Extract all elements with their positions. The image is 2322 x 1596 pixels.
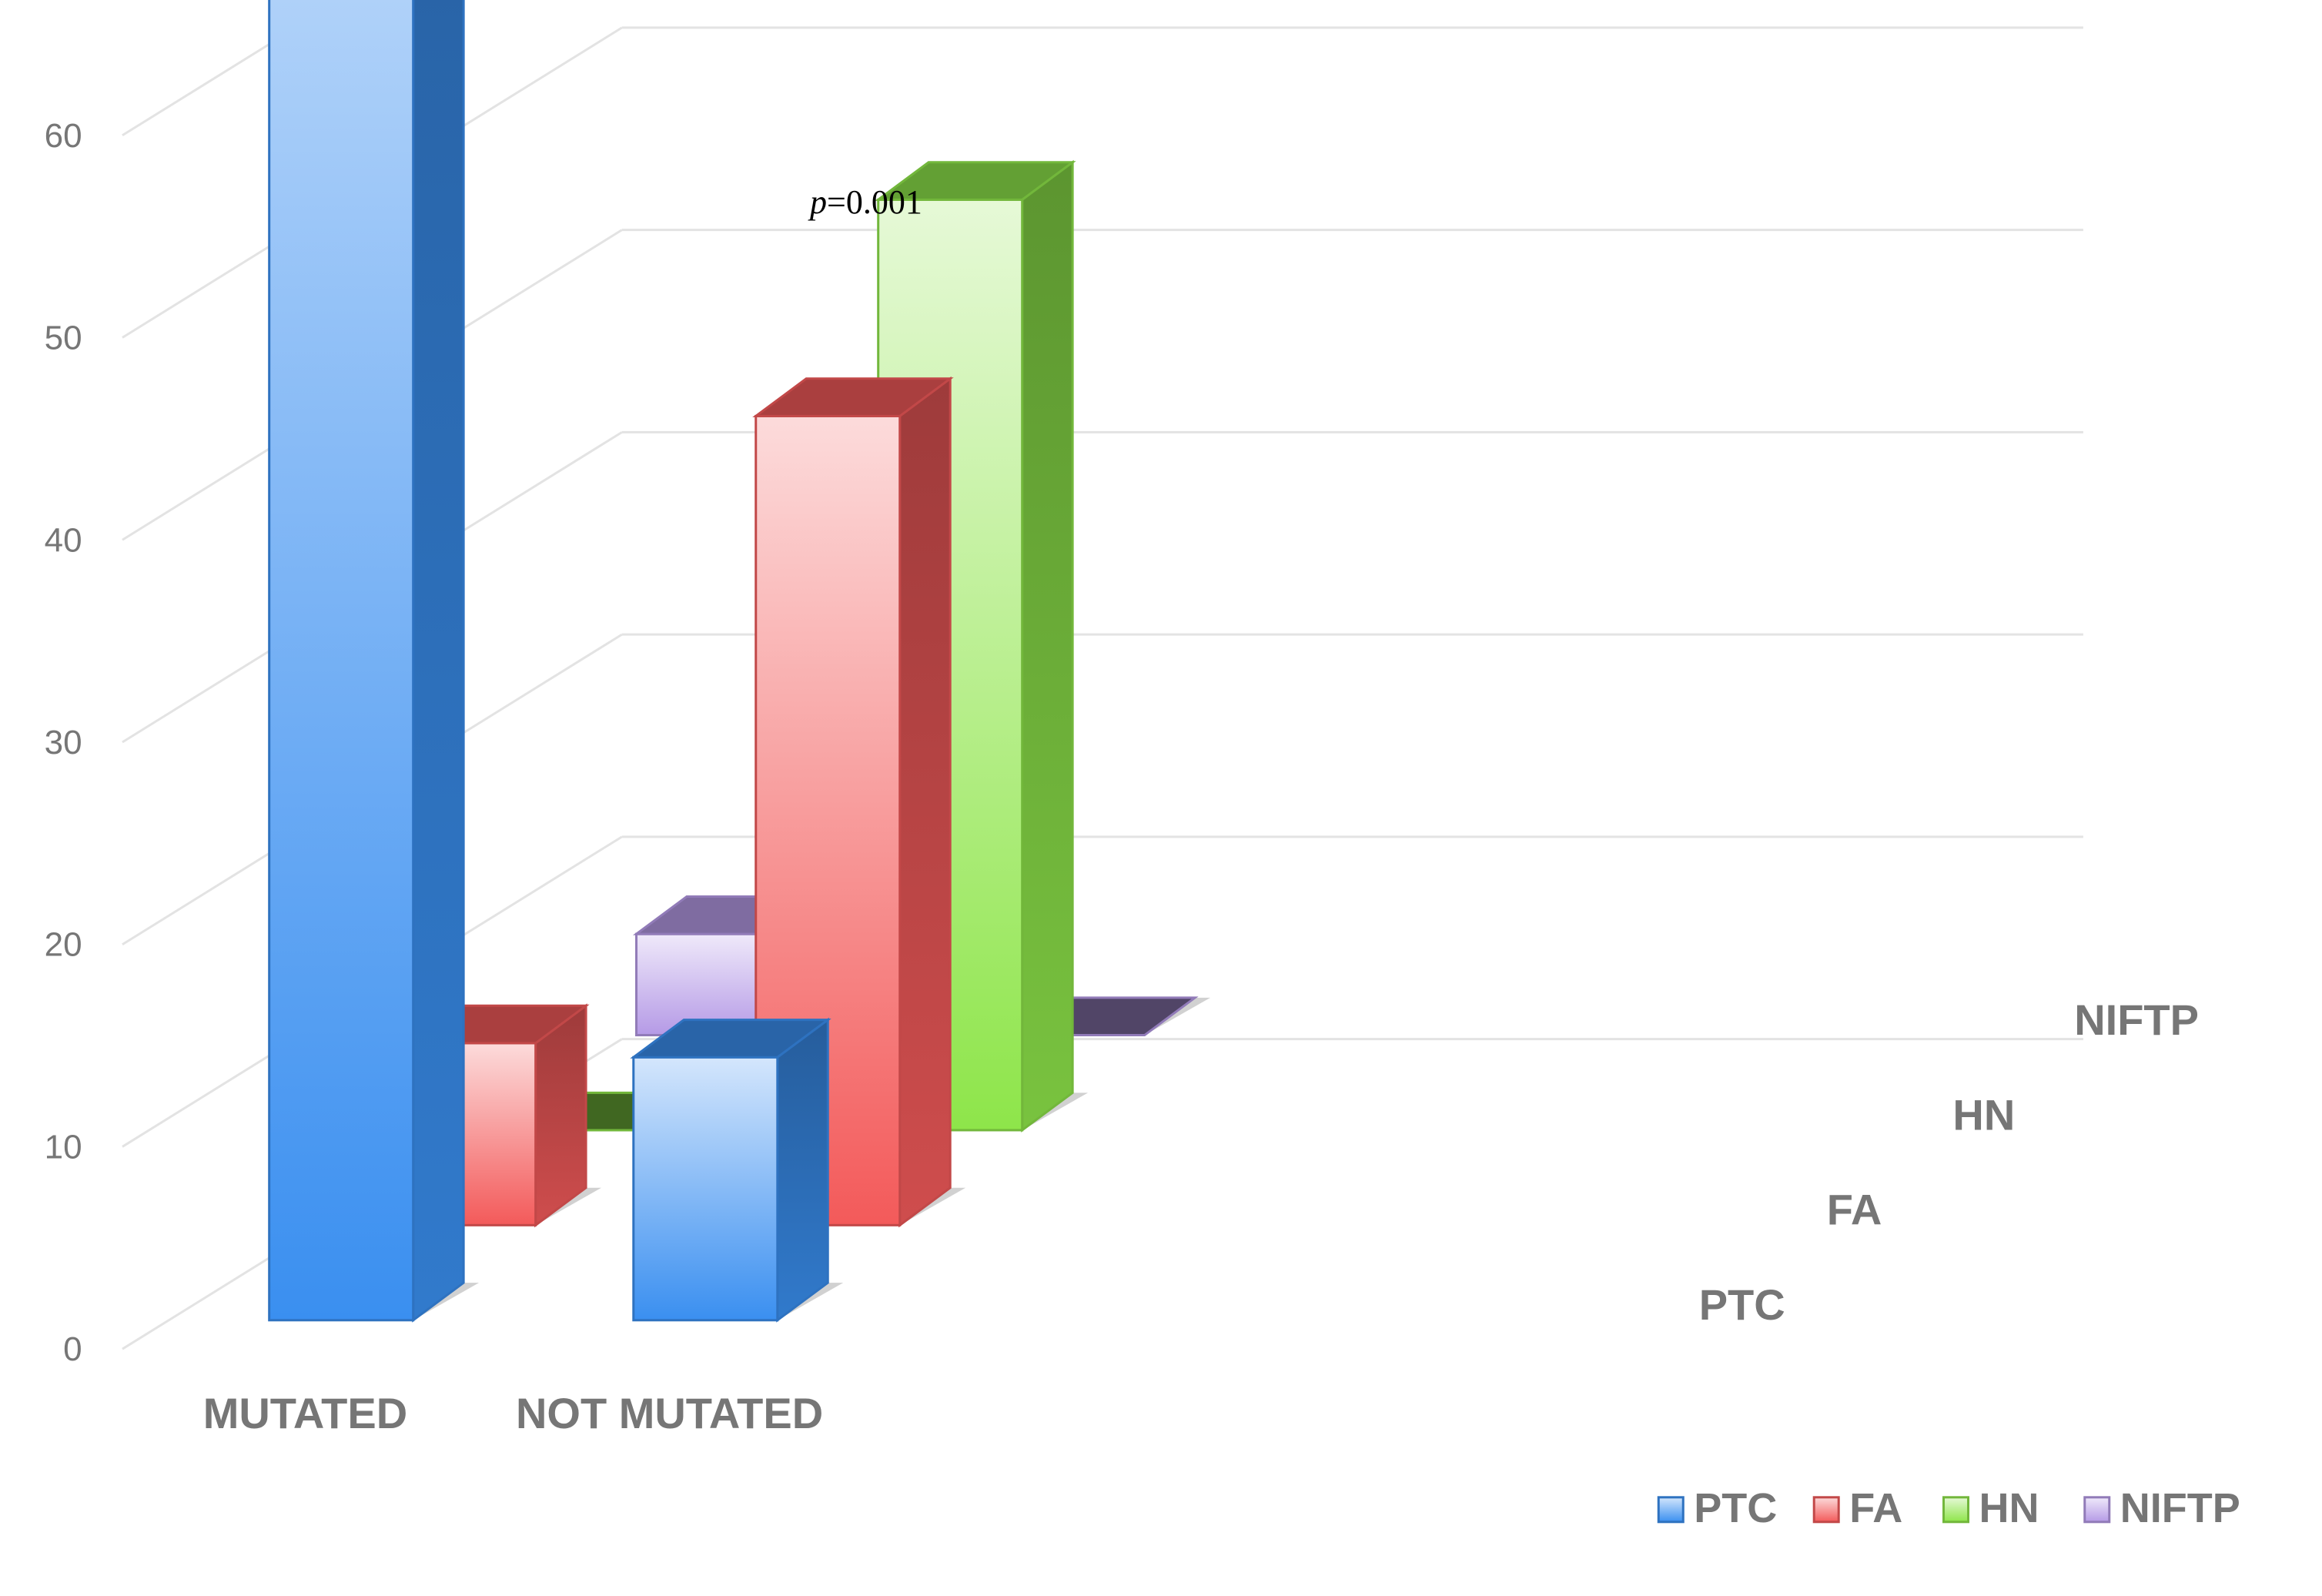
bar-side [776,1017,829,1323]
bar-top [630,1019,831,1059]
bar-top [752,377,954,417]
legend-label: HN [1979,1485,2039,1531]
legend-label: NIFTP [2120,1485,2240,1531]
bar-front [632,1056,779,1322]
series-axis-label: FA [1827,1186,1882,1234]
side-gridline [122,0,343,137]
legend-label: FA [1849,1485,1902,1531]
bar-ptc-not-mutated [630,1017,844,1323]
series-axis-labels: PTC FA HN NIFTP [1699,995,2199,1329]
legend-swatch [2083,1496,2111,1524]
legend: PTC FA HN NIFTP [1657,1485,2240,1531]
legend-item-niftp: NIFTP [2083,1485,2240,1531]
legend-item-hn: HN [1942,1485,2039,1531]
y-tick-label: 10 [45,1128,82,1166]
legend-item-ptc: PTC [1657,1485,1777,1531]
y-tick-label: 30 [45,724,82,761]
legend-swatch [1657,1496,1685,1524]
p-value: =0.001 [827,183,922,221]
legend-swatch [1812,1496,1840,1524]
category-label: NOT MUTATED [516,1389,823,1437]
p-value-annotation: p=0.001 [808,183,922,221]
p-symbol: p [808,183,827,221]
y-tick-label: 0 [63,1330,82,1368]
legend-label: PTC [1694,1485,1777,1531]
y-tick-label: 40 [45,521,82,559]
bar-ptc-mutated [268,0,480,1323]
bar-side [898,376,952,1228]
series-axis-label: NIFTP [2074,995,2199,1044]
bars [268,0,1211,1323]
bar-side [1021,159,1074,1133]
legend-swatch [1942,1496,1969,1524]
bar-top [875,161,1076,201]
bar-front [268,0,415,1322]
series-axis-label: PTC [1699,1280,1785,1329]
y-tick-label: 60 [45,117,82,155]
bar-side [412,0,465,1323]
legend-item-fa: FA [1812,1485,1902,1531]
series-axis-label: HN [1952,1090,2015,1139]
category-label: MUTATED [203,1389,407,1437]
y-tick-label: 50 [45,320,82,357]
y-axis-ticks: 0102030405060708090 [45,117,82,1368]
y-tick-label: 20 [45,926,82,964]
category-labels: MUTATED NOT MUTATED [203,1389,823,1437]
